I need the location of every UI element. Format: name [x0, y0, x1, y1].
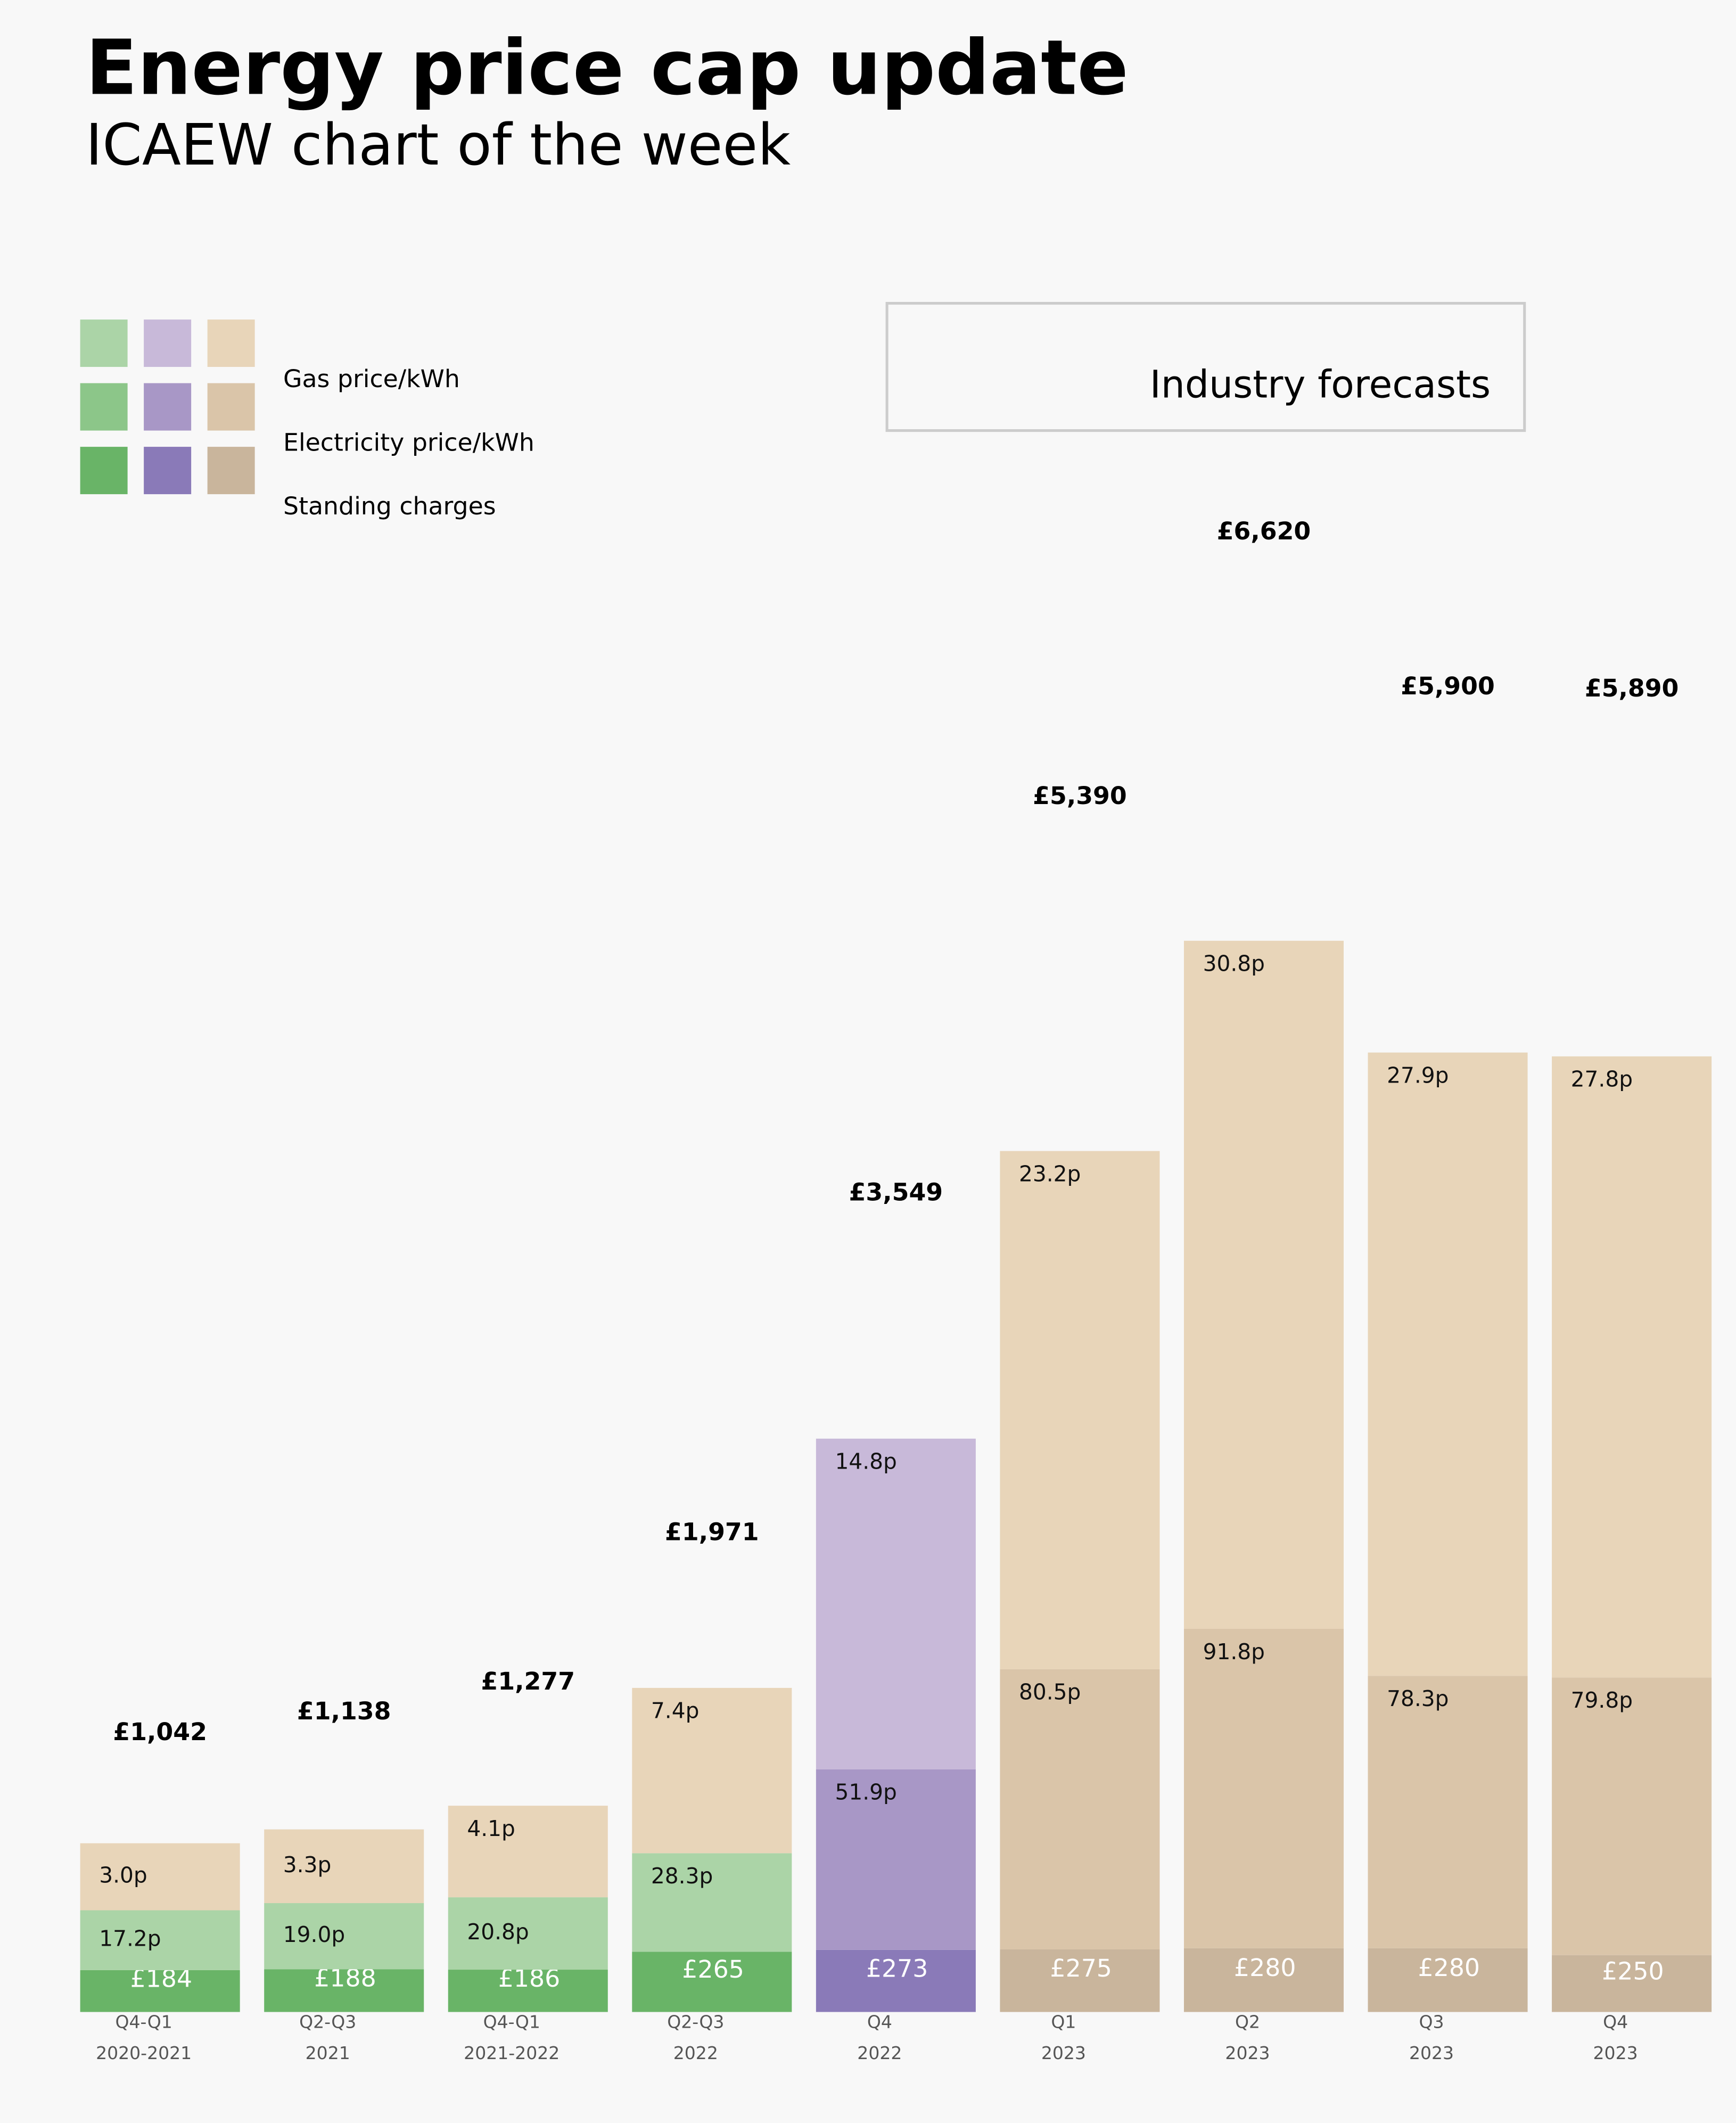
segment-label: 3.0p [99, 1863, 147, 1888]
bar-segment [1552, 1955, 1712, 2012]
bar-segment [1552, 1677, 1712, 1955]
total-label: £3,549 [849, 1178, 943, 1206]
x-tick-label: 2023 [1041, 2043, 1086, 2063]
segment-label: 78.3p [1387, 1686, 1449, 1711]
bar-segment [448, 1897, 608, 1970]
bar-segment [1183, 1628, 1344, 1948]
legend-swatch [207, 447, 255, 495]
bar-segment [632, 1952, 792, 2012]
x-tick-label: 2023 [1225, 2043, 1270, 2063]
x-tick-label: Q4-Q1 [483, 2011, 540, 2032]
bar-segment [1000, 1151, 1160, 1669]
segment-label: £265 [682, 1955, 744, 1983]
segment-label: 27.8p [1571, 1067, 1633, 1092]
bar-segment [264, 1969, 424, 2012]
total-label: £1,042 [113, 1718, 207, 1746]
chart-title: Energy price cap update [86, 23, 1129, 112]
x-tick-label: 2022 [673, 2043, 718, 2063]
segment-label: 51.9p [835, 1779, 896, 1805]
segment-label: 27.9p [1387, 1062, 1449, 1088]
bar-segment [1368, 1676, 1528, 1948]
annotation-box [885, 302, 1526, 432]
legend-swatch [144, 383, 192, 431]
total-label: £1,971 [665, 1518, 759, 1546]
x-tick-label: Q4-Q1 [116, 2011, 172, 2032]
x-tick-label: Q4 [1603, 2011, 1628, 2032]
x-tick-label: Q4 [867, 2011, 892, 2032]
legend-swatch [207, 383, 255, 431]
legend-swatch [207, 319, 255, 367]
segment-label: 23.2p [1019, 1161, 1081, 1186]
x-tick-label: 2021-2022 [464, 2043, 560, 2063]
bar-segment [80, 1970, 240, 2012]
segment-label: 79.8p [1571, 1687, 1633, 1713]
bar-segment [1552, 1056, 1712, 1678]
total-label: £1,277 [481, 1667, 575, 1695]
legend-swatch [80, 383, 128, 431]
annotation: Industry forecasts [1150, 363, 1491, 407]
total-label: £5,900 [1401, 672, 1495, 700]
segment-label: 17.2p [99, 1926, 161, 1952]
bar-segment [264, 1903, 424, 1970]
total-label: £1,138 [297, 1697, 391, 1725]
bar-segment [448, 1970, 608, 2012]
x-tick-label: 2023 [1593, 2043, 1638, 2063]
x-tick-label: 2023 [1409, 2043, 1454, 2063]
segment-label: £273 [866, 1954, 928, 1982]
x-tick-label: 2021 [306, 2043, 350, 2063]
segment-label: £280 [1418, 1954, 1480, 1982]
bar-segment [448, 1806, 608, 1898]
total-label: £5,390 [1033, 782, 1127, 810]
legend-swatch [80, 319, 128, 367]
total-label: £5,890 [1585, 674, 1679, 702]
x-tick-label: Q2-Q3 [299, 2011, 356, 2032]
bar-segment [1183, 1948, 1344, 2012]
segment-label: 19.0p [283, 1922, 345, 1947]
x-tick-label: Q1 [1051, 2011, 1076, 2032]
bar-segment [264, 1829, 424, 1904]
legend-label: Standing charges [283, 492, 496, 520]
bar-segment [632, 1853, 792, 1952]
segment-label: 20.8p [467, 1919, 529, 1945]
segment-label: 14.8p [835, 1449, 896, 1474]
bar-segment [80, 1843, 240, 1911]
segment-label: £250 [1602, 1957, 1664, 1985]
bar-segment [816, 1438, 976, 1769]
x-tick-label: Q2 [1235, 2011, 1260, 2032]
legend-label: Gas price/kWh [283, 365, 460, 393]
x-tick-label: 2020-2021 [96, 2043, 192, 2063]
bar-segment [80, 1910, 240, 1970]
bar-segment [1000, 1669, 1160, 1950]
chart-subtitle: ICAEW chart of the week [86, 112, 791, 178]
segment-label: £275 [1050, 1954, 1112, 1982]
bar-segment [1000, 1949, 1160, 2012]
segment-label: 80.5p [1019, 1679, 1081, 1705]
legend-swatch [144, 319, 192, 367]
segment-label: 30.8p [1203, 951, 1265, 977]
legend-swatch [80, 447, 128, 495]
x-tick-label: 2022 [857, 2043, 902, 2063]
bar-segment [632, 1687, 792, 1854]
bar-segment [1368, 1948, 1528, 2012]
segment-label: £280 [1234, 1954, 1296, 1982]
bar-segment [816, 1949, 976, 2012]
legend-label: Electricity price/kWh [283, 429, 534, 457]
segment-label: 3.3p [283, 1852, 332, 1878]
bar-segment [816, 1769, 976, 1950]
x-tick-label: Q3 [1419, 2011, 1444, 2032]
bar-segment [1368, 1052, 1528, 1676]
segment-label: 28.3p [651, 1863, 713, 1889]
segment-label: 91.8p [1203, 1639, 1265, 1665]
legend-swatch [144, 447, 192, 495]
segment-label: 4.1p [467, 1816, 515, 1841]
segment-label: 7.4p [651, 1698, 700, 1724]
total-label: £6,620 [1217, 517, 1311, 545]
x-tick-label: Q2-Q3 [667, 2011, 724, 2032]
bar-segment [1183, 940, 1344, 1629]
